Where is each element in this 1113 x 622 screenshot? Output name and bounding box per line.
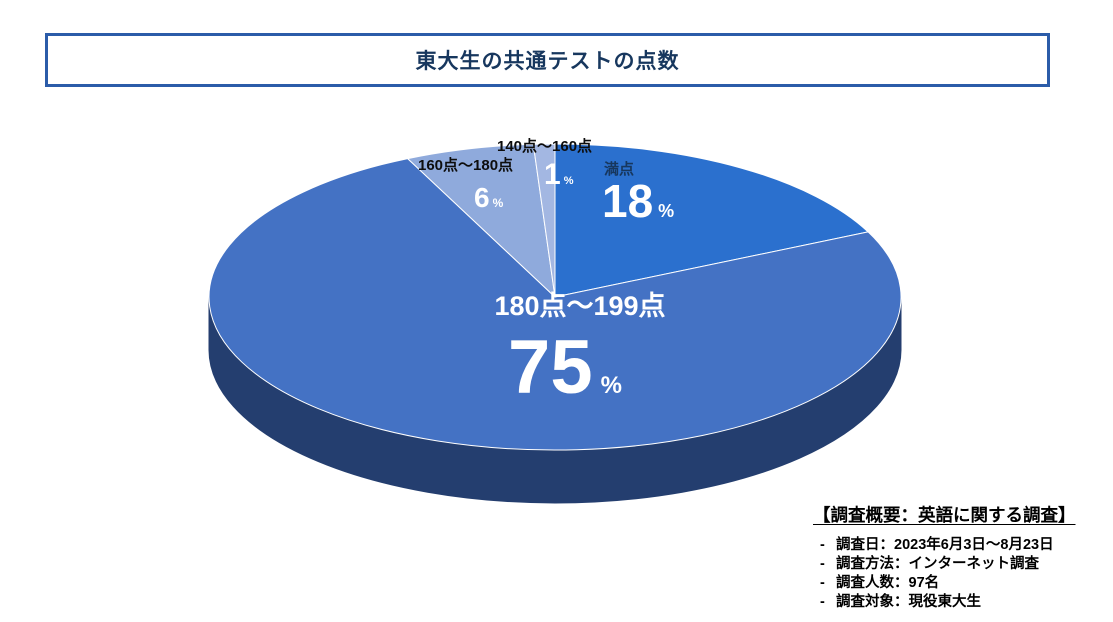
slice-label-180-199: 180点〜199点 (494, 291, 666, 321)
survey-item-text: 調査方法：インターネット調査 (836, 556, 1039, 572)
chart-title: 東大生の共通テストの点数 (415, 50, 680, 73)
pie-slice-3 (532, 143, 556, 298)
slice-label-140-160: 140点〜160点 (497, 138, 593, 155)
percent-sign: % (658, 201, 675, 221)
bullet-dash: - (820, 575, 825, 591)
survey-items: - 調査日：2023年6月3日〜8月23日 - 調査方法：インターネット調査 -… (813, 536, 1105, 612)
slice-label-manten: 満点 (604, 161, 635, 178)
slice-percent-180-199: 75 (508, 325, 593, 410)
slice-value-140-160: 1% (544, 160, 573, 190)
percent-sign: % (492, 196, 504, 210)
survey-item: - 調査方法：インターネット調査 (813, 555, 1105, 574)
survey-item-text: 調査人数：97名 (836, 575, 940, 591)
slice-percent-160-180: 6 (474, 182, 490, 213)
chart-title-box: 東大生の共通テストの点数 (45, 33, 1050, 87)
pie-slice-0 (554, 143, 869, 298)
bullet-dash: - (820, 556, 825, 572)
bullet-dash: - (820, 594, 825, 610)
survey-summary: 【調査概要：英語に関する調査】 - 調査日：2023年6月3日〜8月23日 - … (813, 502, 1105, 612)
slice-value-160-180: 6% (474, 184, 503, 212)
pie-slice-2 (407, 143, 556, 298)
survey-item-text: 調査日：2023年6月3日〜8月23日 (836, 537, 1054, 553)
slice-value-180-199: 75% (415, 330, 715, 406)
percent-sign: % (563, 175, 574, 187)
survey-item-text: 調査対象：現役東大生 (836, 594, 981, 610)
bullet-dash: - (820, 537, 825, 553)
percent-sign: % (600, 372, 622, 399)
slice-percent-140-160: 1 (544, 158, 561, 191)
slice-percent-manten: 18 (602, 175, 654, 227)
slice-value-manten: 18% (602, 178, 674, 224)
survey-item: - 調査日：2023年6月3日〜8月23日 (813, 536, 1105, 555)
slice-label-160-180: 160点〜180点 (418, 157, 514, 174)
survey-item: - 調査対象：現役東大生 (813, 593, 1105, 612)
survey-item: - 調査人数：97名 (813, 574, 1105, 593)
pie-slice-1 (208, 158, 902, 451)
survey-heading: 【調査概要：英語に関する調査】 (813, 505, 1076, 525)
